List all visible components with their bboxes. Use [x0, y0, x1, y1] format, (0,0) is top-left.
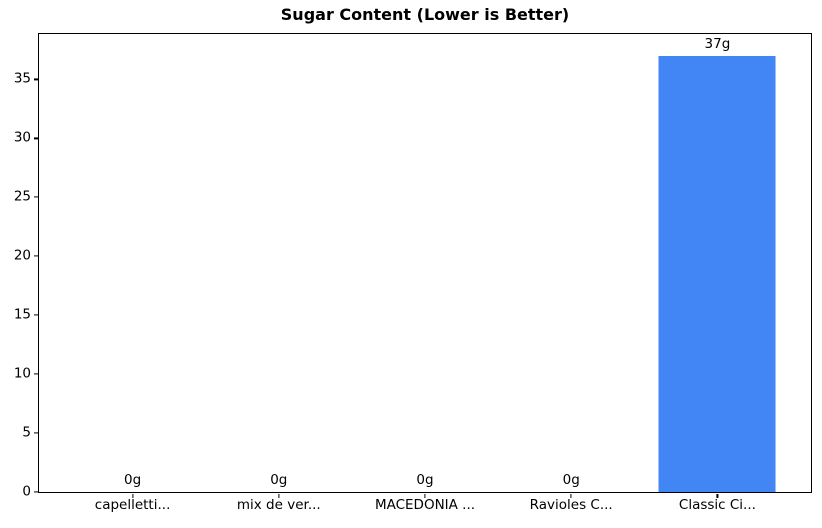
y-tick-mark [34, 255, 38, 257]
bar-value-label: 37g [704, 36, 731, 53]
bar-value-label: 0g [562, 472, 580, 489]
x-tick-mark [424, 494, 426, 498]
x-tick-mark [131, 494, 134, 498]
y-tick-label: 35 [13, 70, 31, 87]
y-tick-mark [34, 314, 38, 316]
y-tick-mark [34, 491, 38, 493]
x-tick-mark [278, 494, 280, 498]
y-tick-mark [34, 196, 38, 198]
y-tick-label: 25 [13, 188, 31, 205]
y-tick-mark [34, 373, 38, 375]
y-tick-label: 20 [13, 247, 31, 264]
y-tick-mark [34, 78, 38, 80]
x-tick-label: Ravioles C... [529, 497, 613, 513]
y-tick-label: 0 [22, 483, 31, 500]
y-tick-label: 30 [13, 129, 31, 146]
y-tick-label: 15 [13, 306, 31, 323]
chart-title: Sugar Content (Lower is Better) [280, 5, 570, 24]
bar-value-label: 0g [270, 472, 288, 489]
y-tick-mark [34, 137, 38, 139]
x-tick-label: MACEDONIA ... [374, 497, 476, 513]
x-tick-mark [716, 494, 719, 498]
y-tick-mark [34, 432, 38, 434]
plot-area: 0 5 10 15 20 25 30 35 0g capelletti... 0g mix de ve… [14, 33, 812, 513]
x-tick-label: capelletti... [94, 497, 171, 513]
y-tick-label: 5 [22, 424, 31, 441]
bar-value-label: 0g [416, 472, 434, 489]
x-tick-label: Classic Ci... [678, 497, 756, 513]
x-tick-mark [570, 494, 572, 498]
bar [658, 55, 776, 492]
y-tick-label: 10 [13, 365, 31, 382]
bar-value-label: 0g [123, 472, 142, 489]
x-tick-label: mix de ver... [236, 497, 321, 513]
